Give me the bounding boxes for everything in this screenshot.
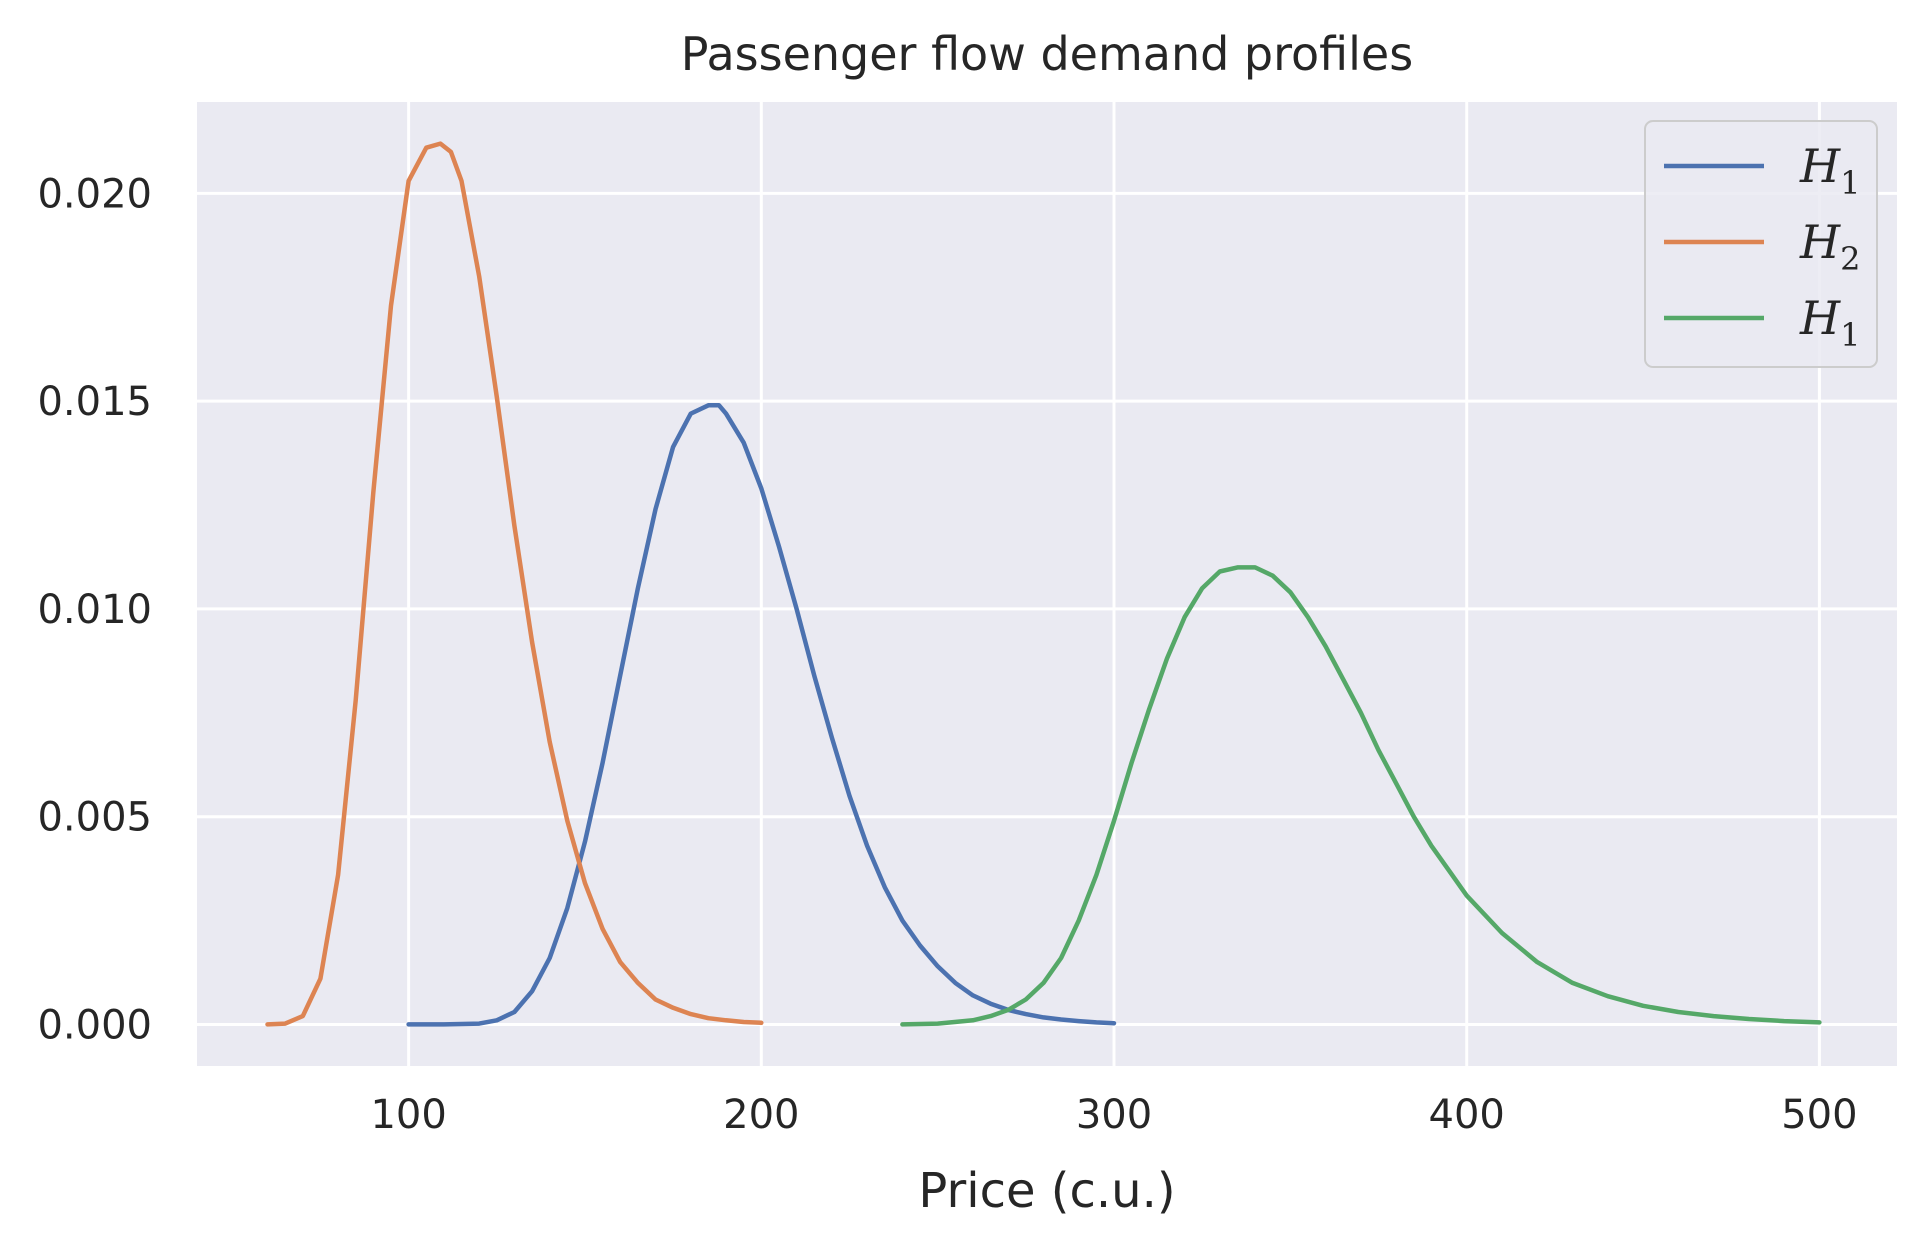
legend-label-base: H	[1799, 291, 1841, 345]
series-line-3	[900, 565, 1822, 1027]
x-tick-label: 500	[1781, 1092, 1857, 1138]
y-tick-label: 0.010	[37, 587, 152, 633]
legend-label-subscript: 2	[1840, 240, 1860, 278]
y-tick-label: 0.015	[37, 379, 152, 425]
x-tick-label: 100	[370, 1092, 446, 1138]
legend-label-3: H1	[1799, 291, 1860, 354]
tick-labels: 100 200 300 400 500 0.000 0.005 0.010 0.015 0.020	[37, 171, 1857, 1138]
chart-title: Passenger flow demand profiles	[681, 27, 1413, 81]
series-line-2	[265, 141, 764, 1027]
x-tick-label: 300	[1076, 1092, 1152, 1138]
y-tick-label: 0.005	[37, 795, 152, 841]
series-line-1	[406, 403, 1117, 1027]
y-tick-label: 0.000	[37, 1002, 152, 1048]
y-tick-label: 0.020	[37, 171, 152, 217]
series-lines	[265, 141, 1822, 1027]
legend-label-subscript: 1	[1840, 316, 1860, 354]
legend-label-2: H2	[1799, 215, 1860, 278]
legend-label-1: H1	[1799, 139, 1860, 202]
legend-label-base: H	[1799, 139, 1841, 193]
x-tick-label: 400	[1429, 1092, 1505, 1138]
x-tick-label: 200	[723, 1092, 799, 1138]
legend-label-base: H	[1799, 215, 1841, 269]
plot-background	[197, 102, 1897, 1066]
x-axis-label: Price (c.u.)	[918, 1163, 1175, 1219]
legend-label-subscript: 1	[1840, 164, 1860, 202]
